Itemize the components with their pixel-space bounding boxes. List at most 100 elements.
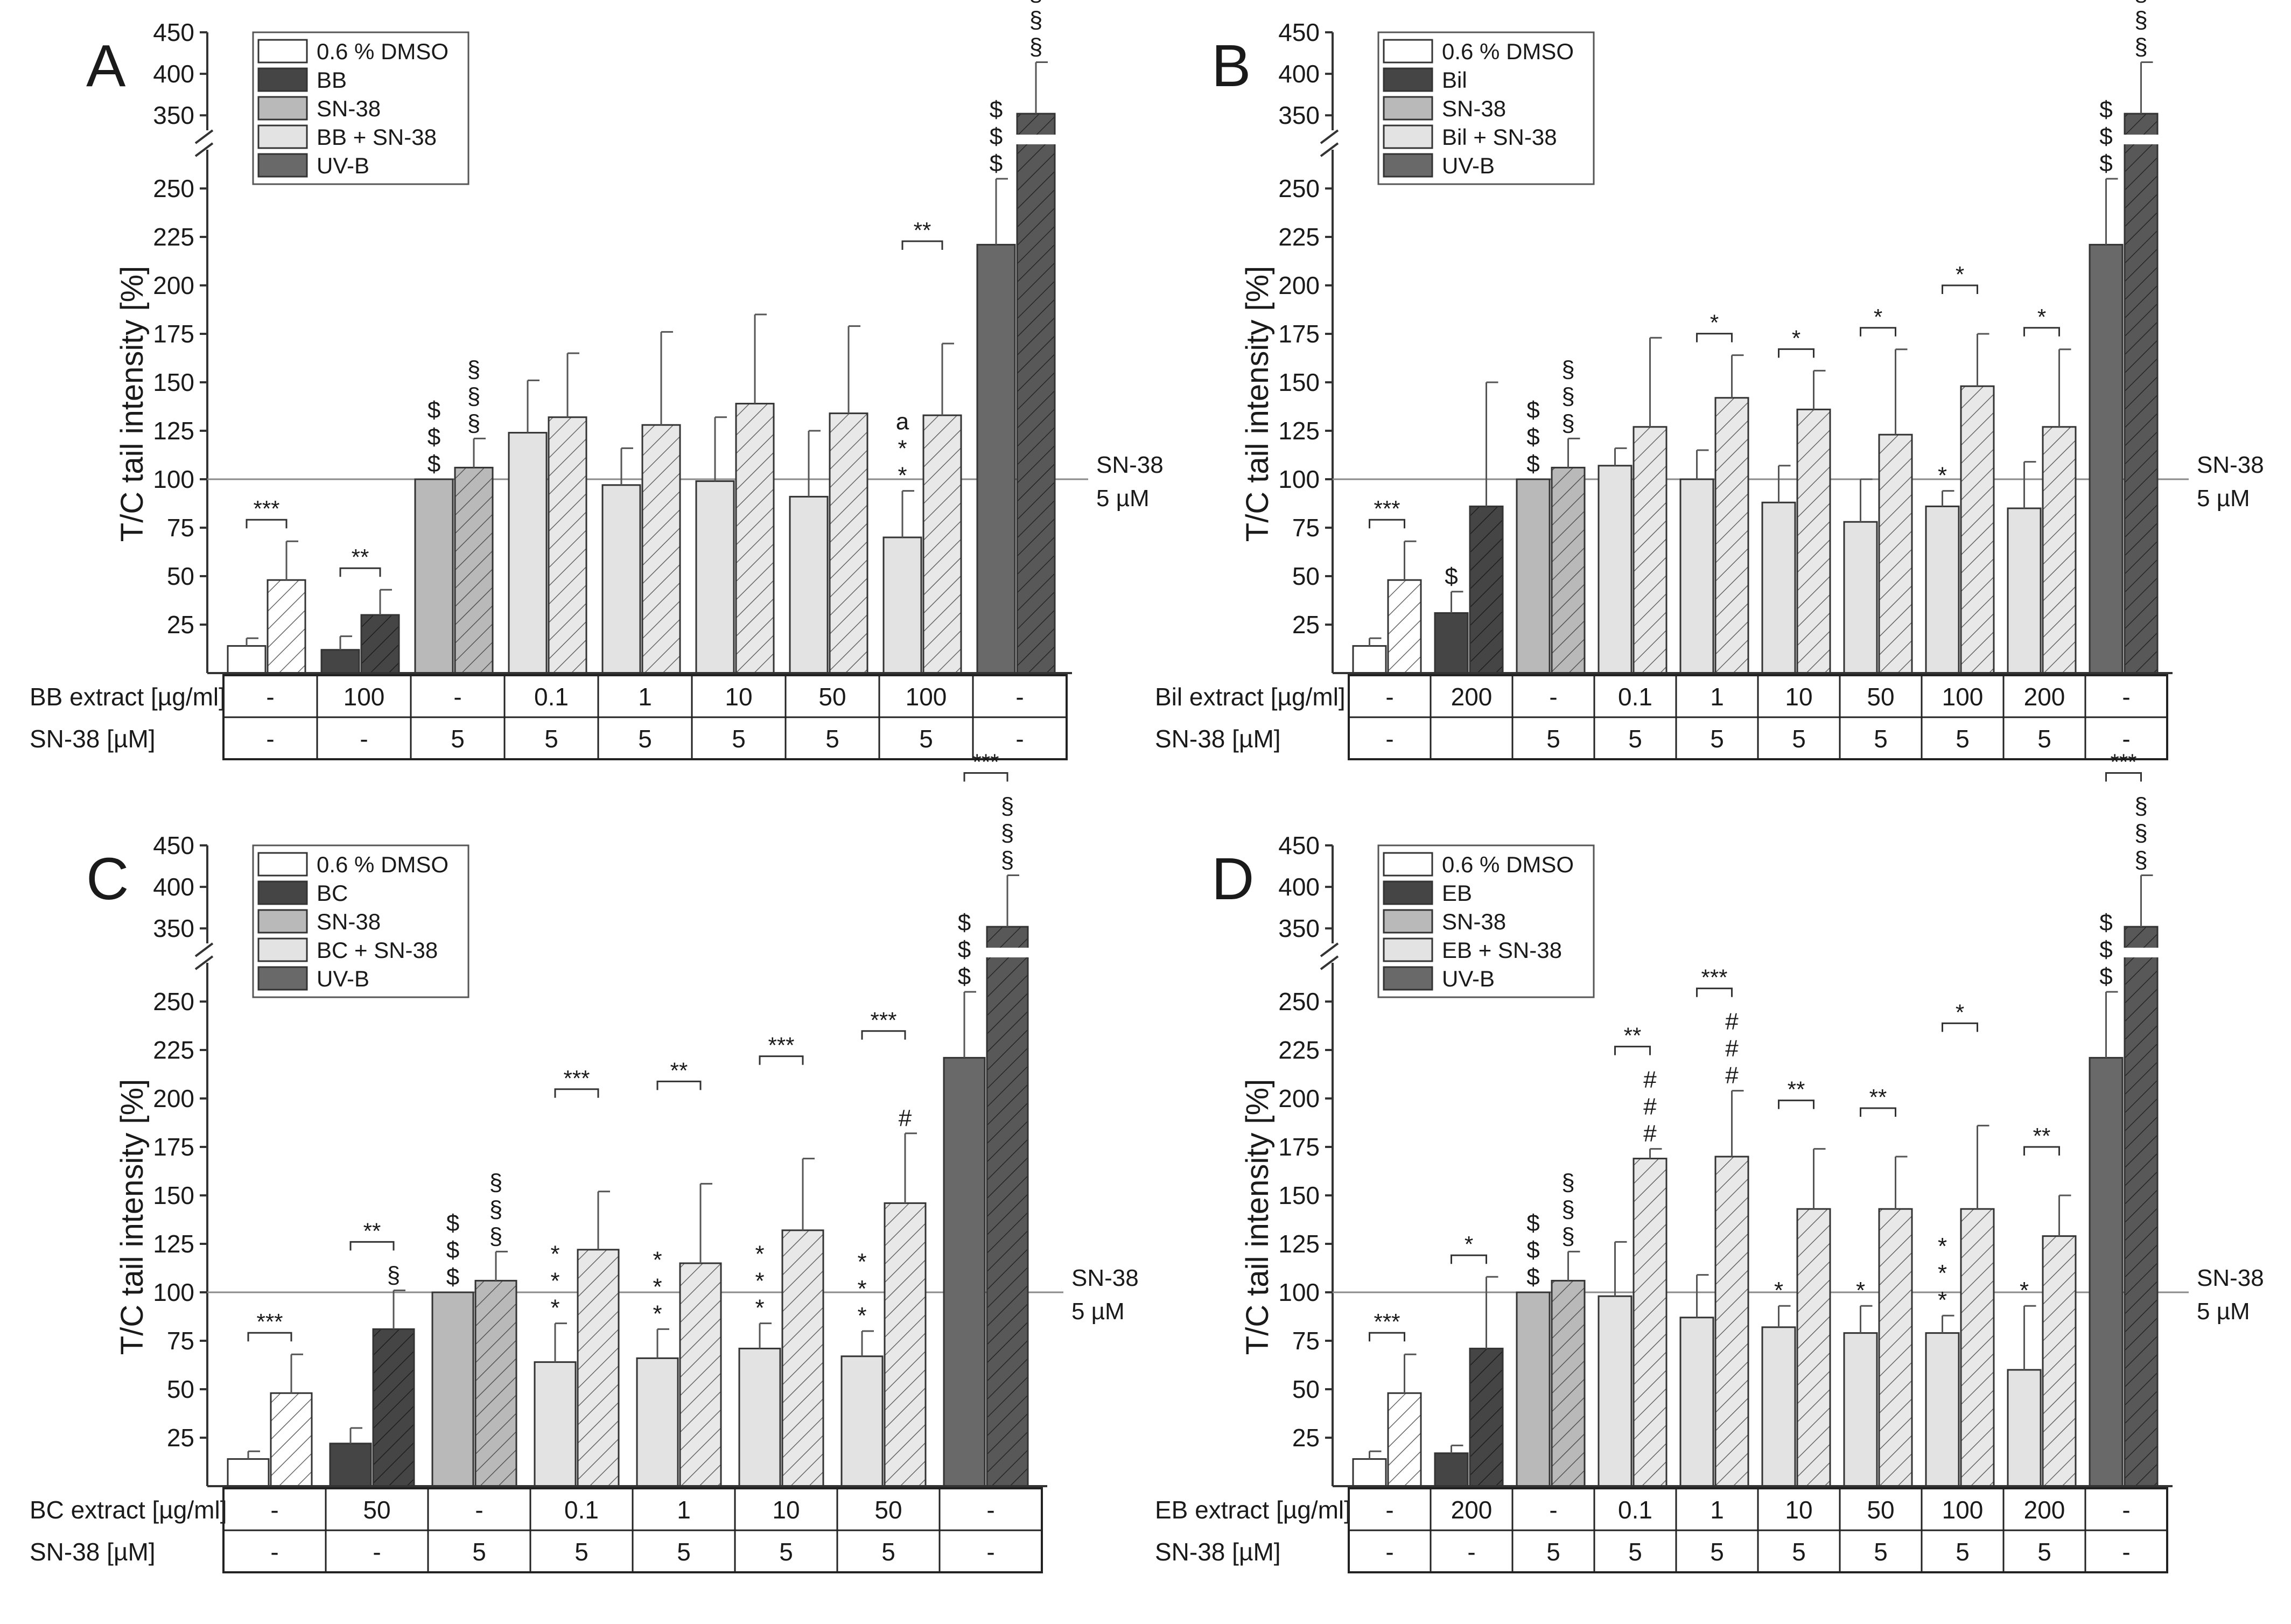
bar-solid [943,1056,986,1487]
table-cell: 100 [1942,683,1984,711]
y-tick-label: 175 [153,320,194,348]
table-cell: - [266,683,274,711]
reference-label: 5 µM [1096,485,1150,512]
axis-break-mark [1320,942,1339,957]
bar-solid [534,1361,577,1487]
significance-mark: $ [1445,563,1458,590]
comparison-bracket [349,1241,395,1251]
bracket-label: ** [363,1218,381,1243]
y-tick-label: 125 [1278,417,1320,445]
table-cell: - [2122,683,2130,711]
y-tick-label: 400 [153,60,194,88]
significance-mark: § [1001,793,1014,820]
y-tick-label: 175 [153,1133,194,1161]
bar-break-gap [985,948,1030,957]
bar-hatched [2042,1235,2077,1487]
table-cell: 0.1 [534,683,569,711]
legend-swatch [1383,96,1433,121]
significance-mark: $ [1526,397,1539,423]
comparison-bracket [1369,1332,1405,1342]
significance-mark: * [550,1268,559,1294]
bracket-label: *** [253,496,279,521]
bar-hatched [1960,1208,1995,1487]
legend-swatch [257,852,308,877]
table-row2-label: SN-38 [µM] [1155,1538,1281,1566]
significance-mark: * [898,463,907,489]
legend-swatch [1383,937,1433,962]
table-cell: - [1015,725,1024,753]
significance-mark: # [1725,1035,1739,1062]
significance-mark: § [1561,1223,1574,1249]
significance-mark: § [1561,1196,1574,1222]
table-cell: 100 [906,683,947,711]
bar-solid [1598,465,1633,674]
comparison-bracket [554,1088,599,1098]
bar-hatched [1714,397,1749,674]
panel-b: BT/C tail intensity [%]25507510012515017… [1155,0,2264,760]
significance-mark: * [1938,1287,1947,1313]
table-cell: 5 [1792,725,1806,753]
table-cell: 5 [1546,725,1560,753]
bar-solid [1843,1332,1878,1487]
significance-mark: # [1643,1094,1657,1120]
legend-entry: UV-B [317,153,369,178]
table-cell: 5 [574,1538,588,1566]
table-cell: - [270,1496,278,1524]
y-tick-label: 450 [1278,18,1320,46]
bar-solid [1925,505,1960,674]
bar-hatched [1960,385,1995,674]
table-cell: 5 [919,725,933,753]
table-cell: 1 [677,1496,691,1524]
bar-solid [508,432,548,674]
bracket-label: *** [563,1066,590,1091]
table-cell: - [1385,1538,1393,1566]
y-tick-label: 75 [1292,514,1320,542]
bar-solid [1679,478,1714,674]
bar-hatched [735,403,775,674]
table-cell: - [373,1538,381,1566]
table-cell: 5 [2037,1538,2051,1566]
axis-break-mark [1320,955,1339,970]
legend-swatch [1383,153,1433,178]
comparison-bracket [1778,1100,1814,1109]
table-cell: - [270,1538,278,1566]
legend-entry: 0.6 % DMSO [1442,39,1574,64]
table-cell: 5 [451,725,465,753]
bracket-label: * [1956,262,1964,287]
significance-mark: $ [958,963,971,990]
y-tick-label: 50 [167,1375,194,1403]
y-tick-label: 350 [153,914,194,942]
table-cell: 10 [772,1496,800,1524]
comparison-bracket [1942,284,1978,294]
bar-hatched [1551,466,1586,674]
significance-mark: $ [2099,123,2112,150]
significance-mark: § [467,410,480,436]
significance-mark: * [1856,1277,1865,1304]
table-row1-label: EB extract [µg/ml] [1155,1496,1351,1524]
significance-mark: § [1561,1169,1574,1195]
bar-solid [2007,1369,2042,1487]
table-cell: - [360,725,368,753]
significance-mark: $ [446,1237,459,1263]
significance-mark: # [1643,1121,1657,1147]
legend-swatch [257,909,308,934]
legend-entry: SN-38 [1442,96,1506,121]
panel-label: A [86,33,126,99]
table-cell: - [2122,1496,2130,1524]
significance-mark: § [2134,34,2147,60]
y-tick-label: 400 [1278,60,1320,88]
bracket-label: *** [972,750,999,775]
comparison-bracket [2023,1146,2060,1156]
significance-mark: * [857,1276,866,1302]
bracket-label: *** [1374,496,1400,521]
comparison-bracket [1942,1022,1978,1032]
bar-solid [320,649,360,674]
table-row1-label: BB extract [µg/ml] [30,683,226,711]
bar-hatched [1469,505,1504,674]
y-tick-label: 200 [153,271,194,299]
table-cell: 10 [1785,1496,1812,1524]
table-cell: 200 [2024,1496,2065,1524]
y-tick-label: 225 [1278,1036,1320,1064]
legend-entry: SN-38 [317,909,381,934]
bracket-label: *** [256,1309,283,1334]
